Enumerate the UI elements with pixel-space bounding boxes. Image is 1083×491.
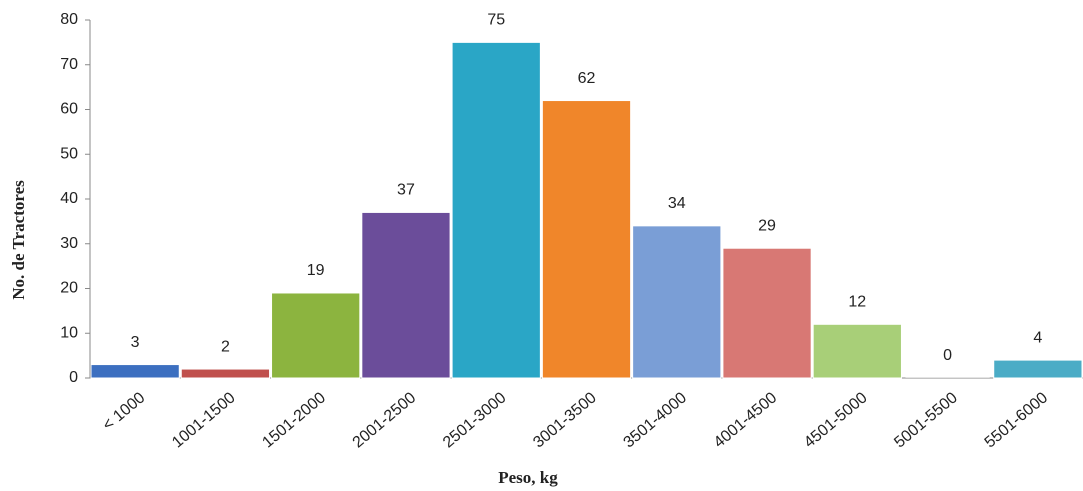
x-tick-label: 2501-3000	[440, 389, 510, 451]
value-label: 37	[397, 182, 415, 199]
bar-highlight	[634, 221, 719, 226]
bar	[632, 225, 722, 379]
y-axis-title: No. de Tractores	[9, 180, 28, 300]
bar	[451, 41, 541, 379]
bar-highlight	[183, 365, 268, 370]
bar	[361, 211, 451, 379]
x-tick-label: 4001-4500	[711, 389, 781, 451]
y-tick-label: 60	[60, 101, 78, 118]
y-tick-label: 50	[60, 145, 78, 162]
bar-highlight	[363, 208, 449, 213]
bar	[90, 364, 180, 379]
bar-highlight	[273, 288, 358, 293]
x-tick-label: 5001-5500	[891, 389, 961, 451]
bar	[541, 100, 632, 379]
bar-highlight	[815, 320, 900, 325]
value-label: 19	[307, 262, 325, 279]
x-tick-label: 5501-6000	[982, 389, 1052, 451]
y-tick-label: 10	[60, 324, 78, 341]
bar-highlight	[905, 374, 990, 378]
x-tick-label: 3001-3500	[530, 389, 600, 451]
x-tick-label: 3501-4000	[621, 389, 691, 451]
value-label: 29	[758, 217, 776, 234]
y-tick-label: 0	[69, 369, 78, 386]
x-axis-title: Peso, kg	[498, 468, 558, 487]
bar-highlight	[544, 96, 629, 101]
y-tick-label: 80	[60, 11, 78, 28]
bar	[180, 368, 271, 379]
y-tick-label: 70	[60, 56, 78, 73]
y-tick-label: 40	[60, 190, 78, 207]
value-label: 75	[487, 12, 505, 29]
value-label: 12	[848, 294, 866, 311]
value-label: 4	[1033, 329, 1042, 346]
bar-highlight	[995, 356, 1080, 361]
x-tick-label: 1001-1500	[169, 389, 239, 451]
bar-highlight	[724, 244, 810, 249]
bar-highlight	[93, 360, 178, 365]
x-tick-label: 2001-2500	[350, 389, 420, 451]
x-tick-label: 4501-5000	[801, 389, 871, 451]
value-label: 2	[221, 338, 230, 355]
bar	[812, 323, 902, 379]
x-tick-label: 1501-2000	[259, 389, 329, 451]
x-tick-label: < 1000	[100, 389, 149, 434]
value-label: 3	[131, 334, 140, 351]
bar	[271, 292, 361, 379]
bar-highlight	[454, 38, 539, 43]
y-tick-label: 30	[60, 235, 78, 252]
value-label: 34	[668, 195, 686, 212]
bar	[722, 247, 812, 379]
bar	[993, 359, 1083, 379]
value-label: 62	[578, 70, 596, 87]
y-tick-label: 20	[60, 280, 78, 297]
value-label: 0	[943, 347, 952, 364]
